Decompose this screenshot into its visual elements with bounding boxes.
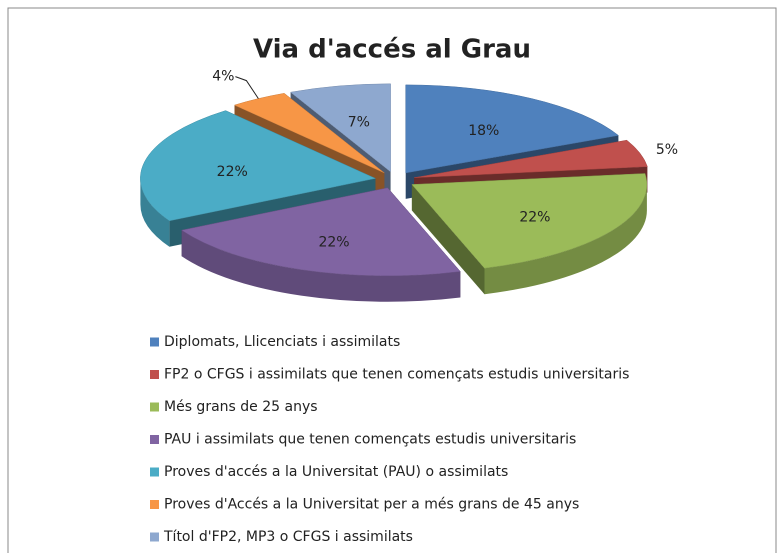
legend-label: FP2 o CFGS i assimilats que tenen començ… (164, 367, 629, 383)
legend-swatch (150, 402, 159, 412)
legend-label: Més grans de 25 anys (164, 399, 318, 415)
legend-label: Diplomats, Llicenciats i assimilats (164, 334, 400, 350)
legend-label: Proves d'Accés a la Universitat per a mé… (164, 497, 579, 513)
data-label: 18% (468, 123, 499, 139)
slice-wall (140, 178, 170, 247)
slice (181, 187, 461, 277)
slice-side (411, 184, 485, 295)
slice (290, 83, 391, 173)
data-label: 22% (519, 210, 550, 226)
legend-label: Proves d'accés a la Universitat (PAU) o … (164, 464, 508, 480)
data-label: 22% (318, 235, 349, 251)
data-label: 5% (656, 142, 678, 158)
data-label: 4% (212, 69, 234, 85)
slice (405, 84, 619, 174)
legend-label: PAU i assimilats que tenen començats est… (164, 432, 576, 448)
slice (414, 139, 648, 178)
data-label: 7% (348, 115, 370, 131)
slice-wall (181, 230, 461, 302)
leader-line (235, 76, 259, 99)
slice-wall (484, 184, 647, 295)
slice (411, 173, 648, 269)
legend-swatch (150, 532, 159, 542)
legend-swatch (150, 337, 159, 347)
legend-label: Títol d'FP2, MP3 o CFGS i assimilats (163, 529, 413, 545)
slice (140, 110, 377, 222)
data-label: 22% (217, 164, 248, 180)
slice (233, 93, 385, 174)
legend-swatch (150, 435, 159, 444)
legend-swatch (150, 370, 159, 379)
legend-swatch (150, 500, 159, 509)
legend-swatch (150, 467, 159, 477)
chart-title: Via d'accés al Grau (253, 35, 531, 65)
